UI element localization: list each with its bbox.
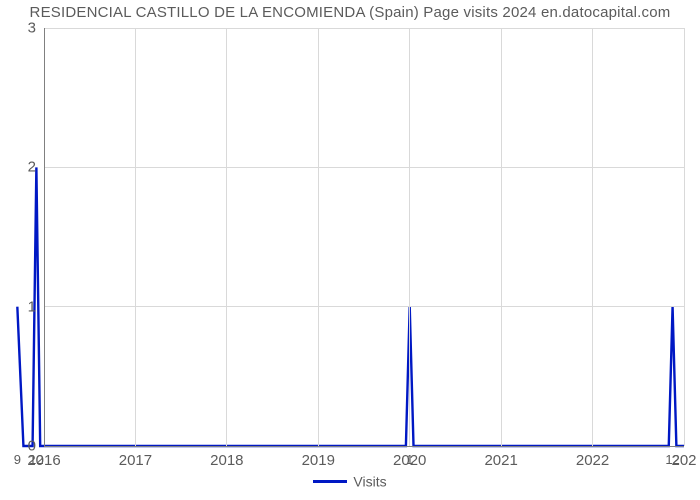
- legend-swatch: [313, 480, 347, 483]
- x-tick-label: 2018: [210, 452, 243, 469]
- y-tick-label: 2: [28, 159, 36, 176]
- x-tick-label: 2017: [119, 452, 152, 469]
- gridline-vertical: [684, 28, 685, 446]
- line-series: [44, 28, 684, 446]
- chart-container: RESIDENCIAL CASTILLO DE LA ENCOMIENDA (S…: [0, 0, 700, 500]
- gridline-vertical: [226, 28, 227, 446]
- x-marker-label: 1: [406, 452, 413, 467]
- x-axis-line: [44, 446, 684, 447]
- legend-label: Visits: [353, 473, 386, 489]
- y-tick-label: 3: [28, 20, 36, 37]
- gridline-vertical: [409, 28, 410, 446]
- x-tick-label: 2019: [302, 452, 335, 469]
- y-axis-line: [44, 28, 45, 446]
- gridline-horizontal: [44, 306, 684, 307]
- gridline-vertical: [318, 28, 319, 446]
- gridline-vertical: [135, 28, 136, 446]
- gridline-horizontal: [44, 28, 684, 29]
- legend: Visits: [0, 472, 700, 489]
- x-marker-label: 9: [14, 452, 21, 467]
- chart-title: RESIDENCIAL CASTILLO DE LA ENCOMIENDA (S…: [0, 4, 700, 21]
- x-tick-label: 2021: [484, 452, 517, 469]
- gridline-vertical: [501, 28, 502, 446]
- x-marker-label: 12: [665, 452, 679, 467]
- x-marker-label: 12: [29, 452, 43, 467]
- gridline-horizontal: [44, 167, 684, 168]
- gridline-vertical: [592, 28, 593, 446]
- x-tick-label: 2022: [576, 452, 609, 469]
- y-tick-label: 1: [28, 298, 36, 315]
- plot-area: 0123201620172018201920202021202220291211…: [44, 28, 684, 446]
